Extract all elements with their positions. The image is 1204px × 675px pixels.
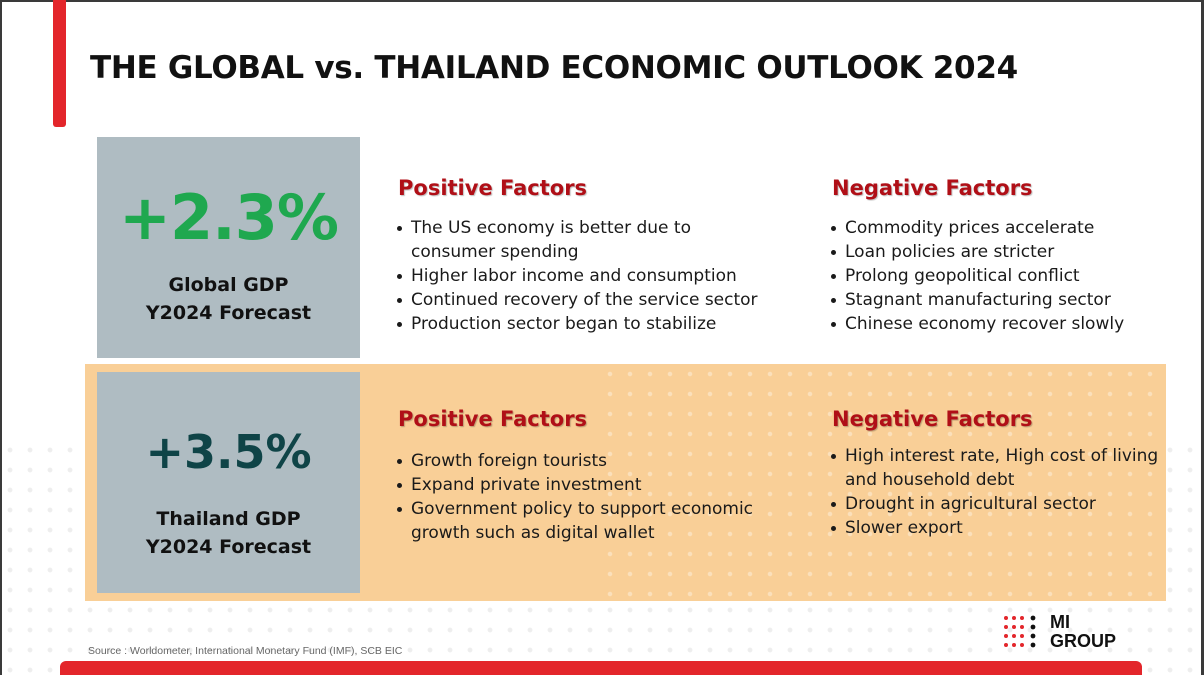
- list-item: Production sector began to stabilize: [397, 312, 758, 336]
- source-note: Source : Worldometer, International Mone…: [88, 645, 403, 657]
- list-item: Slower export: [831, 516, 1158, 540]
- list-item: Stagnant manufacturing sector: [831, 288, 1124, 312]
- logo-line1: MI: [1050, 612, 1070, 632]
- title-accent-bar: [53, 0, 66, 127]
- global-gdp-value: +2.3%: [119, 181, 339, 254]
- list-item: Higher labor income and consumption: [397, 264, 758, 288]
- global-positive-heading: Positive Factors: [398, 176, 588, 200]
- list-item: Drought in agricultural sector: [831, 492, 1158, 516]
- thailand-gdp-value: +3.5%: [145, 425, 312, 479]
- thailand-negative-heading: Negative Factors: [832, 407, 1033, 431]
- list-item: Chinese economy recover slowly: [831, 312, 1124, 336]
- global-positive-list: The US economy is better due to consumer…: [397, 216, 758, 336]
- global-negative-list: Commodity prices accelerate Loan policie…: [831, 216, 1124, 336]
- list-item: Growth foreign tourists: [397, 449, 753, 473]
- global-gdp-box: +2.3% Global GDP Y2024 Forecast: [97, 137, 360, 358]
- logo-dot-grid-icon: [1004, 615, 1036, 648]
- list-item-continuation: consumer spending: [411, 242, 579, 262]
- thailand-positive-list: Growth foreign tourists Expand private i…: [397, 449, 753, 545]
- footer-accent-bar: [60, 661, 1142, 675]
- list-item: High interest rate, High cost of living: [831, 444, 1158, 468]
- list-item: Prolong geopolitical conflict: [831, 264, 1124, 288]
- list-item-continuation: growth such as digital wallet: [411, 523, 655, 543]
- list-item-continuation: and household debt: [845, 470, 1015, 490]
- mi-group-logo: MI GROUP: [1003, 612, 1143, 652]
- list-item: Continued recovery of the service sector: [397, 288, 758, 312]
- band-dot-pattern: [600, 364, 1160, 601]
- thailand-negative-list: High interest rate, High cost of living …: [831, 444, 1158, 540]
- list-item: Expand private investment: [397, 473, 753, 497]
- thailand-gdp-box: +3.5% Thailand GDP Y2024 Forecast: [97, 372, 360, 593]
- logo-wordmark: MI GROUP: [1050, 613, 1116, 651]
- global-gdp-label-line1: Global GDP: [168, 274, 289, 296]
- thailand-positive-heading: Positive Factors: [398, 407, 588, 431]
- slide-title: THE GLOBAL vs. THAILAND ECONOMIC OUTLOOK…: [90, 50, 1018, 86]
- list-item: Commodity prices accelerate: [831, 216, 1124, 240]
- frame-right-border: [1201, 0, 1204, 675]
- logo-line2: GROUP: [1050, 631, 1117, 651]
- global-negative-heading: Negative Factors: [832, 176, 1033, 200]
- list-item: The US economy is better due to: [397, 216, 758, 240]
- list-item: Government policy to support economic: [397, 497, 753, 521]
- global-gdp-label-line2: Y2024 Forecast: [145, 302, 312, 324]
- thailand-gdp-label-line2: Y2024 Forecast: [145, 536, 312, 558]
- list-item: Loan policies are stricter: [831, 240, 1124, 264]
- frame-top-border: [0, 0, 1204, 2]
- thailand-gdp-label-line1: Thailand GDP: [156, 508, 301, 530]
- frame-left-border: [0, 0, 2, 675]
